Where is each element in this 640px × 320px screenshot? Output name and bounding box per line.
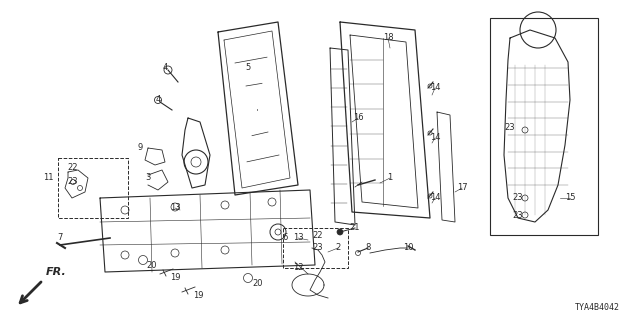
- Text: 19: 19: [193, 291, 204, 300]
- Text: 23: 23: [313, 244, 323, 252]
- Text: 10: 10: [403, 244, 413, 252]
- Text: 8: 8: [365, 244, 371, 252]
- Text: 13: 13: [170, 204, 180, 212]
- Text: 9: 9: [138, 143, 143, 153]
- Text: 5: 5: [245, 63, 251, 73]
- Text: 22: 22: [313, 230, 323, 239]
- Text: 14: 14: [429, 194, 440, 203]
- Bar: [283, 228, 348, 268]
- Text: FR.: FR.: [46, 267, 67, 277]
- Text: 22: 22: [68, 164, 78, 172]
- Text: 23: 23: [513, 211, 524, 220]
- Text: 14: 14: [429, 133, 440, 142]
- Text: 23: 23: [68, 178, 78, 187]
- Text: 11: 11: [43, 173, 53, 182]
- Text: 1: 1: [387, 173, 392, 182]
- Text: 21: 21: [349, 223, 360, 233]
- Text: 13: 13: [292, 234, 303, 243]
- Text: 3: 3: [145, 173, 150, 182]
- Bar: [58, 158, 128, 218]
- Text: 15: 15: [564, 194, 575, 203]
- Text: TYA4B4042: TYA4B4042: [575, 303, 620, 312]
- Text: 12: 12: [292, 263, 303, 273]
- Text: 19: 19: [170, 274, 180, 283]
- Bar: [490, 18, 598, 235]
- Text: 18: 18: [383, 34, 394, 43]
- Text: 20: 20: [253, 278, 263, 287]
- Text: 6: 6: [282, 234, 288, 243]
- Text: 14: 14: [429, 84, 440, 92]
- Text: 20: 20: [147, 260, 157, 269]
- Text: 7: 7: [58, 234, 63, 243]
- Text: 4: 4: [156, 95, 161, 105]
- Text: 17: 17: [457, 183, 467, 193]
- Text: 23: 23: [513, 194, 524, 203]
- Text: 4: 4: [163, 63, 168, 73]
- Text: 2: 2: [335, 244, 340, 252]
- Text: 23: 23: [505, 124, 515, 132]
- Text: 16: 16: [353, 114, 364, 123]
- Circle shape: [337, 229, 343, 235]
